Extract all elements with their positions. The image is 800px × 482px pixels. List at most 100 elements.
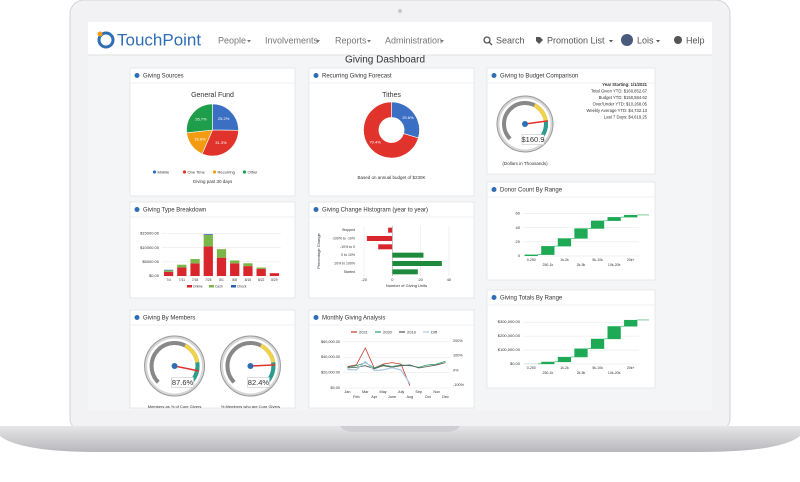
legend-label: Diff bbox=[431, 330, 438, 335]
value-box bbox=[521, 134, 545, 145]
bar bbox=[524, 254, 538, 256]
y-tick-label: $10000.00 bbox=[140, 245, 160, 250]
y-tick-label: $300,000.00 bbox=[498, 319, 521, 324]
panel bbox=[486, 289, 656, 389]
y-tick-label: 0 to 10% bbox=[341, 253, 355, 257]
search-icon bbox=[483, 36, 491, 44]
gauge-hub bbox=[522, 121, 528, 127]
laptop-base bbox=[0, 426, 800, 452]
tag-icon bbox=[536, 37, 543, 44]
gauge-value: 82.4% bbox=[248, 378, 270, 387]
x-tick-label: 20k+ bbox=[627, 366, 635, 370]
bar bbox=[392, 269, 418, 275]
legend-label: Cash bbox=[215, 284, 223, 288]
x-tick-label: Dec bbox=[442, 395, 449, 399]
x-tick-label: 250-1k bbox=[543, 263, 554, 267]
x-tick-label: 7/25 bbox=[205, 278, 212, 282]
y2-tick-label: 0% bbox=[453, 368, 459, 372]
caret bbox=[247, 40, 251, 43]
x-tick-label: June bbox=[388, 395, 396, 399]
legend-label: Check bbox=[237, 284, 247, 288]
y-tick-label: 60 bbox=[516, 211, 521, 216]
gauge-needle bbox=[250, 364, 276, 367]
x-tick-label: 1k-2k bbox=[560, 366, 569, 370]
x-tick-label: 0-250 bbox=[527, 366, 536, 370]
y-tick-label: $20,000.00 bbox=[321, 371, 340, 375]
y-tick-label: 0 bbox=[518, 253, 521, 258]
bar bbox=[590, 220, 605, 229]
legend-swatch bbox=[231, 285, 236, 288]
nav-involvements[interactable]: Involvements bbox=[265, 35, 319, 45]
legend-swatch bbox=[187, 285, 192, 288]
legend-label: 2019 bbox=[407, 330, 417, 335]
bar bbox=[541, 246, 555, 255]
nav-help[interactable]: Help bbox=[686, 35, 705, 45]
y-tick-label: $0.00 bbox=[510, 361, 521, 366]
summary-line: Budget YTD: $150,584.62 bbox=[599, 95, 648, 100]
summary-line: Last 7 Days: $4,619.25 bbox=[604, 115, 648, 120]
caret bbox=[656, 40, 660, 43]
y-tick-label: 10% to 100% bbox=[334, 261, 355, 265]
nav-search[interactable]: Search bbox=[496, 35, 525, 45]
chart-note: Giving past 30 days bbox=[193, 179, 233, 184]
legend-label: 2020 bbox=[383, 330, 393, 335]
bar bbox=[378, 244, 393, 250]
legend-label: Mobile bbox=[158, 170, 171, 175]
bar bbox=[574, 228, 588, 239]
bar-segment bbox=[256, 268, 266, 276]
brand-logo[interactable]: TouchPoint bbox=[97, 30, 202, 49]
slice-label: 29.6% bbox=[402, 115, 414, 120]
y-tick-label: $40,000.00 bbox=[321, 355, 340, 359]
caret bbox=[316, 40, 320, 43]
bar bbox=[590, 338, 605, 349]
nav-administration[interactable]: Administration bbox=[385, 35, 442, 45]
bar-segment bbox=[163, 270, 174, 272]
panel bbox=[308, 309, 475, 409]
x-tick-label: 2k-5k bbox=[577, 371, 586, 375]
summary-line: Over/Under YTD: $10,268.05 bbox=[593, 102, 648, 107]
x-tick-label: 8/29 bbox=[271, 278, 278, 282]
brand-name[interactable]: TouchPoint bbox=[117, 30, 201, 49]
panel-icon bbox=[134, 315, 140, 320]
camera bbox=[398, 9, 402, 13]
panel-icon bbox=[491, 73, 497, 78]
x-tick-label: 5k-10k bbox=[592, 258, 603, 262]
x-tick-label: 10k-20k bbox=[608, 371, 621, 375]
nav-people[interactable]: People bbox=[218, 35, 246, 45]
x-tick-label: Sep bbox=[415, 390, 422, 394]
summary-line: Year Starting: 1/1/2021 bbox=[602, 82, 647, 87]
x-tick-label: 8/15 bbox=[245, 278, 252, 282]
panel-icon bbox=[313, 315, 319, 320]
panel-title: Donor Count By Range bbox=[500, 188, 563, 194]
panel-title: Giving Change Histogram (year to year) bbox=[322, 208, 428, 214]
pie-slice bbox=[201, 129, 239, 157]
pie-slice bbox=[363, 101, 419, 159]
slice-label: 31.3% bbox=[215, 140, 227, 145]
x-tick-label: 7/11 bbox=[179, 278, 185, 282]
y-axis-label: Percentage Change bbox=[316, 232, 321, 268]
bar-segment bbox=[230, 263, 240, 276]
x-axis-label: Number of Giving Units bbox=[386, 283, 427, 288]
bar bbox=[557, 238, 572, 247]
y-tick-label: $0.00 bbox=[149, 273, 160, 278]
x-tick-label: 8/8 bbox=[232, 278, 237, 282]
panel-icon bbox=[491, 295, 497, 300]
legend-label: Other bbox=[248, 170, 259, 175]
nav-user[interactable]: Lois bbox=[637, 35, 654, 45]
nav-reports[interactable]: Reports bbox=[335, 35, 367, 45]
x-tick-label: Oct bbox=[425, 395, 432, 399]
x-tick-label: 1k-2k bbox=[560, 258, 569, 262]
logo-dot bbox=[97, 31, 103, 37]
panel bbox=[308, 201, 475, 299]
bar-segment bbox=[269, 273, 280, 276]
bar-segment bbox=[203, 246, 213, 276]
user-avatar[interactable] bbox=[621, 34, 633, 46]
x-tick-label: 5k-10k bbox=[592, 366, 603, 370]
x-tick-label: 250-1k bbox=[543, 371, 554, 375]
x-tick-label: 8/1 bbox=[219, 278, 224, 282]
y-tick-label: $200,000.00 bbox=[498, 333, 521, 338]
legend-swatch bbox=[212, 170, 217, 174]
panel-icon bbox=[313, 207, 319, 212]
nav-promotion-list[interactable]: Promotion List bbox=[547, 35, 605, 45]
x-tick-label: 20 bbox=[418, 277, 423, 282]
